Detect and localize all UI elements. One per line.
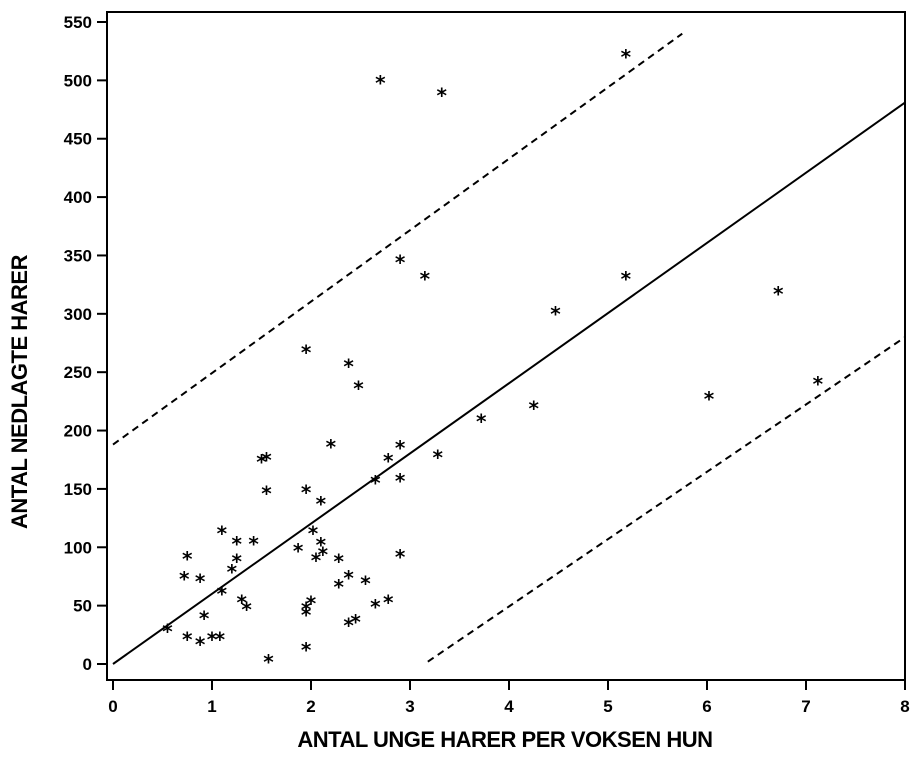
x-tick-label: 8 [900,697,909,716]
data-point: * [395,545,406,569]
data-points: **** ******************************** ****… [162,45,823,674]
data-point: * [301,597,312,621]
data-point: * [301,603,312,627]
regression-lines [112,32,906,665]
x-tick-label: 0 [108,697,117,716]
data-point: * [550,302,561,326]
x-axis: 0 1 2 3 4 5 6 7 8 [108,680,910,716]
data-point: * [318,542,329,566]
y-tick-label: 500 [64,71,92,90]
data-point: * [232,532,243,556]
data-point: * [301,638,312,662]
x-tick-label: 5 [603,697,612,716]
x-axis-title: ANTAL UNGE HARER PER VOKSEN HUN [297,727,712,752]
data-point: * [333,575,344,599]
data-point: * [420,267,431,291]
data-point: * [301,481,312,505]
data-point: * [261,448,272,472]
data-point: * [370,471,381,495]
data-point: * [301,341,312,365]
y-tick-label: 350 [64,246,92,265]
data-point: * [383,590,394,614]
data-point: * [179,567,190,591]
data-point: * [360,572,371,596]
data-point: * [217,521,228,545]
data-point: * [316,492,327,516]
data-point: * [308,521,319,545]
data-point: * [621,267,632,291]
data-point: * [195,632,206,656]
x-tick-label: 3 [405,697,414,716]
data-point: * [217,582,228,606]
data-point: * [207,628,218,652]
y-axis-title: ANTAL NEDLAGTE HARER [7,254,32,529]
data-point: * [232,549,243,573]
data-point: * [395,469,406,493]
data-point: * [383,449,394,473]
data-point: * [353,377,364,401]
data-point: * [215,628,226,652]
data-point: * [306,591,317,615]
data-point: * [162,619,173,643]
y-tick-label: 550 [64,13,92,32]
y-tick-label: 100 [64,538,92,557]
y-tick-label: 300 [64,305,92,324]
data-point: * [241,597,252,621]
data-point: * [227,560,238,584]
y-tick-label: 450 [64,130,92,149]
data-point: * [621,45,632,69]
data-point: * [182,628,193,652]
data-point: * [476,409,487,433]
data-point: * [263,650,274,674]
data-point: * [256,450,267,474]
plot-frame [106,11,906,681]
data-point: * [199,607,210,631]
data-point: * [375,71,386,95]
data-point: * [773,282,784,306]
x-tick-label: 4 [504,697,514,716]
data-point: * [343,355,354,379]
data-point: * [316,533,327,557]
y-tick-label: 200 [64,422,92,441]
y-axis: 0 50 100 150 200 250 300 350 400 450 500 550 [64,13,107,674]
data-point: * [293,539,304,563]
regression-line [112,101,906,665]
data-point: * [343,566,354,590]
data-point: * [350,610,361,634]
prediction-bound-line [112,32,683,446]
y-tick-label: 250 [64,363,92,382]
y-tick-label: 50 [73,597,92,616]
data-point: * [261,482,272,506]
data-point: * [195,569,206,593]
x-tick-label: 7 [801,697,810,716]
data-point: * [248,532,259,556]
data-point: * [395,251,406,275]
data-point: * [704,387,715,411]
data-point: * [182,547,193,571]
y-tick-label: 150 [64,480,92,499]
data-point: * [333,549,344,573]
data-point: * [311,548,322,572]
data-point: * [343,614,354,638]
data-point: * [326,435,337,459]
x-tick-label: 2 [306,697,315,716]
data-point: * [813,372,824,396]
x-tick-label: 6 [702,697,711,716]
data-point: * [370,595,381,619]
y-tick-label: 0 [83,655,92,674]
data-point: * [236,590,247,614]
data-point: * [529,397,540,421]
x-tick-label: 1 [207,697,216,716]
data-point: * [432,446,443,470]
y-tick-label: 400 [64,188,92,207]
data-point: * [395,436,406,460]
data-point: * [436,84,447,108]
prediction-bound-line [427,336,906,663]
